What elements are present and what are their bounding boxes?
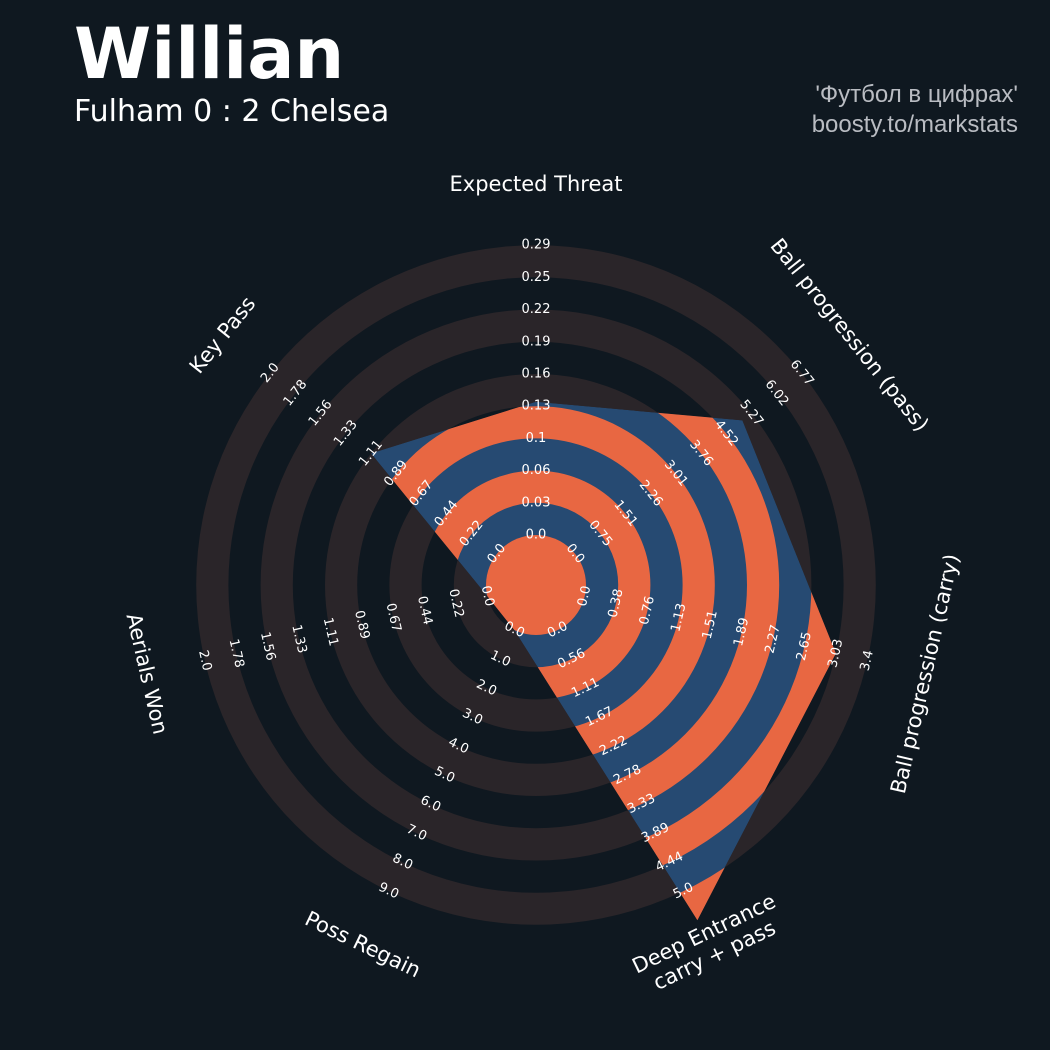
tick-label: 0.22 <box>522 302 551 317</box>
tick-label: 0.13 <box>522 399 551 414</box>
tick-label: 0.0 <box>478 584 497 608</box>
source-line-1: 'Футбол в цифрах' <box>815 81 1018 108</box>
source-credits: 'Футбол в цифрах' boosty.to/markstats <box>812 80 1018 140</box>
tick-label: 0.89 <box>351 609 372 641</box>
tick-label: 1.78 <box>226 638 247 670</box>
player-name: Willian <box>74 13 345 95</box>
tick-label: 0.0 <box>526 528 547 543</box>
tick-label: 2.0 <box>195 649 214 673</box>
axis-label: Expected Threat <box>450 172 623 196</box>
tick-label: 1.33 <box>288 623 309 655</box>
tick-label: 1.89 <box>731 616 752 648</box>
source-line-2[interactable]: boosty.to/markstats <box>811 111 1018 138</box>
tick-label: 0.25 <box>522 270 551 285</box>
tick-label: 0.19 <box>522 334 551 349</box>
tick-label: 0.16 <box>522 367 551 382</box>
axis-label: Aerials Won <box>122 611 173 737</box>
tick-label: 0.67 <box>383 602 404 634</box>
tick-label: 0.03 <box>522 495 551 510</box>
tick-label: 0.22 <box>445 588 466 620</box>
axis-label: Key Pass <box>185 292 261 378</box>
tick-label: 2.65 <box>794 631 815 663</box>
value-center-disc <box>486 535 586 635</box>
axis-label: Poss Regain <box>301 907 424 983</box>
match-score: Fulham 0 : 2 Chelsea <box>74 94 390 129</box>
tick-label: 0.44 <box>414 595 435 627</box>
tick-label: 2.27 <box>763 623 784 655</box>
tick-label: 1.11 <box>320 616 341 648</box>
tick-label: 3.03 <box>825 638 846 670</box>
tick-label: 0.0 <box>575 584 594 608</box>
axis-label: Ball progression (carry) <box>886 552 964 796</box>
tick-label: 0.38 <box>606 588 627 620</box>
tick-label: 0.1 <box>526 431 547 446</box>
tick-label: 3.4 <box>858 649 877 673</box>
tick-label: 1.56 <box>257 631 278 663</box>
tick-label: 0.76 <box>637 595 658 627</box>
value-area <box>371 401 836 921</box>
tick-label: 1.51 <box>700 609 721 641</box>
tick-label: 0.29 <box>522 238 551 253</box>
tick-label: 1.13 <box>668 602 689 634</box>
tick-label: 0.06 <box>522 463 551 478</box>
